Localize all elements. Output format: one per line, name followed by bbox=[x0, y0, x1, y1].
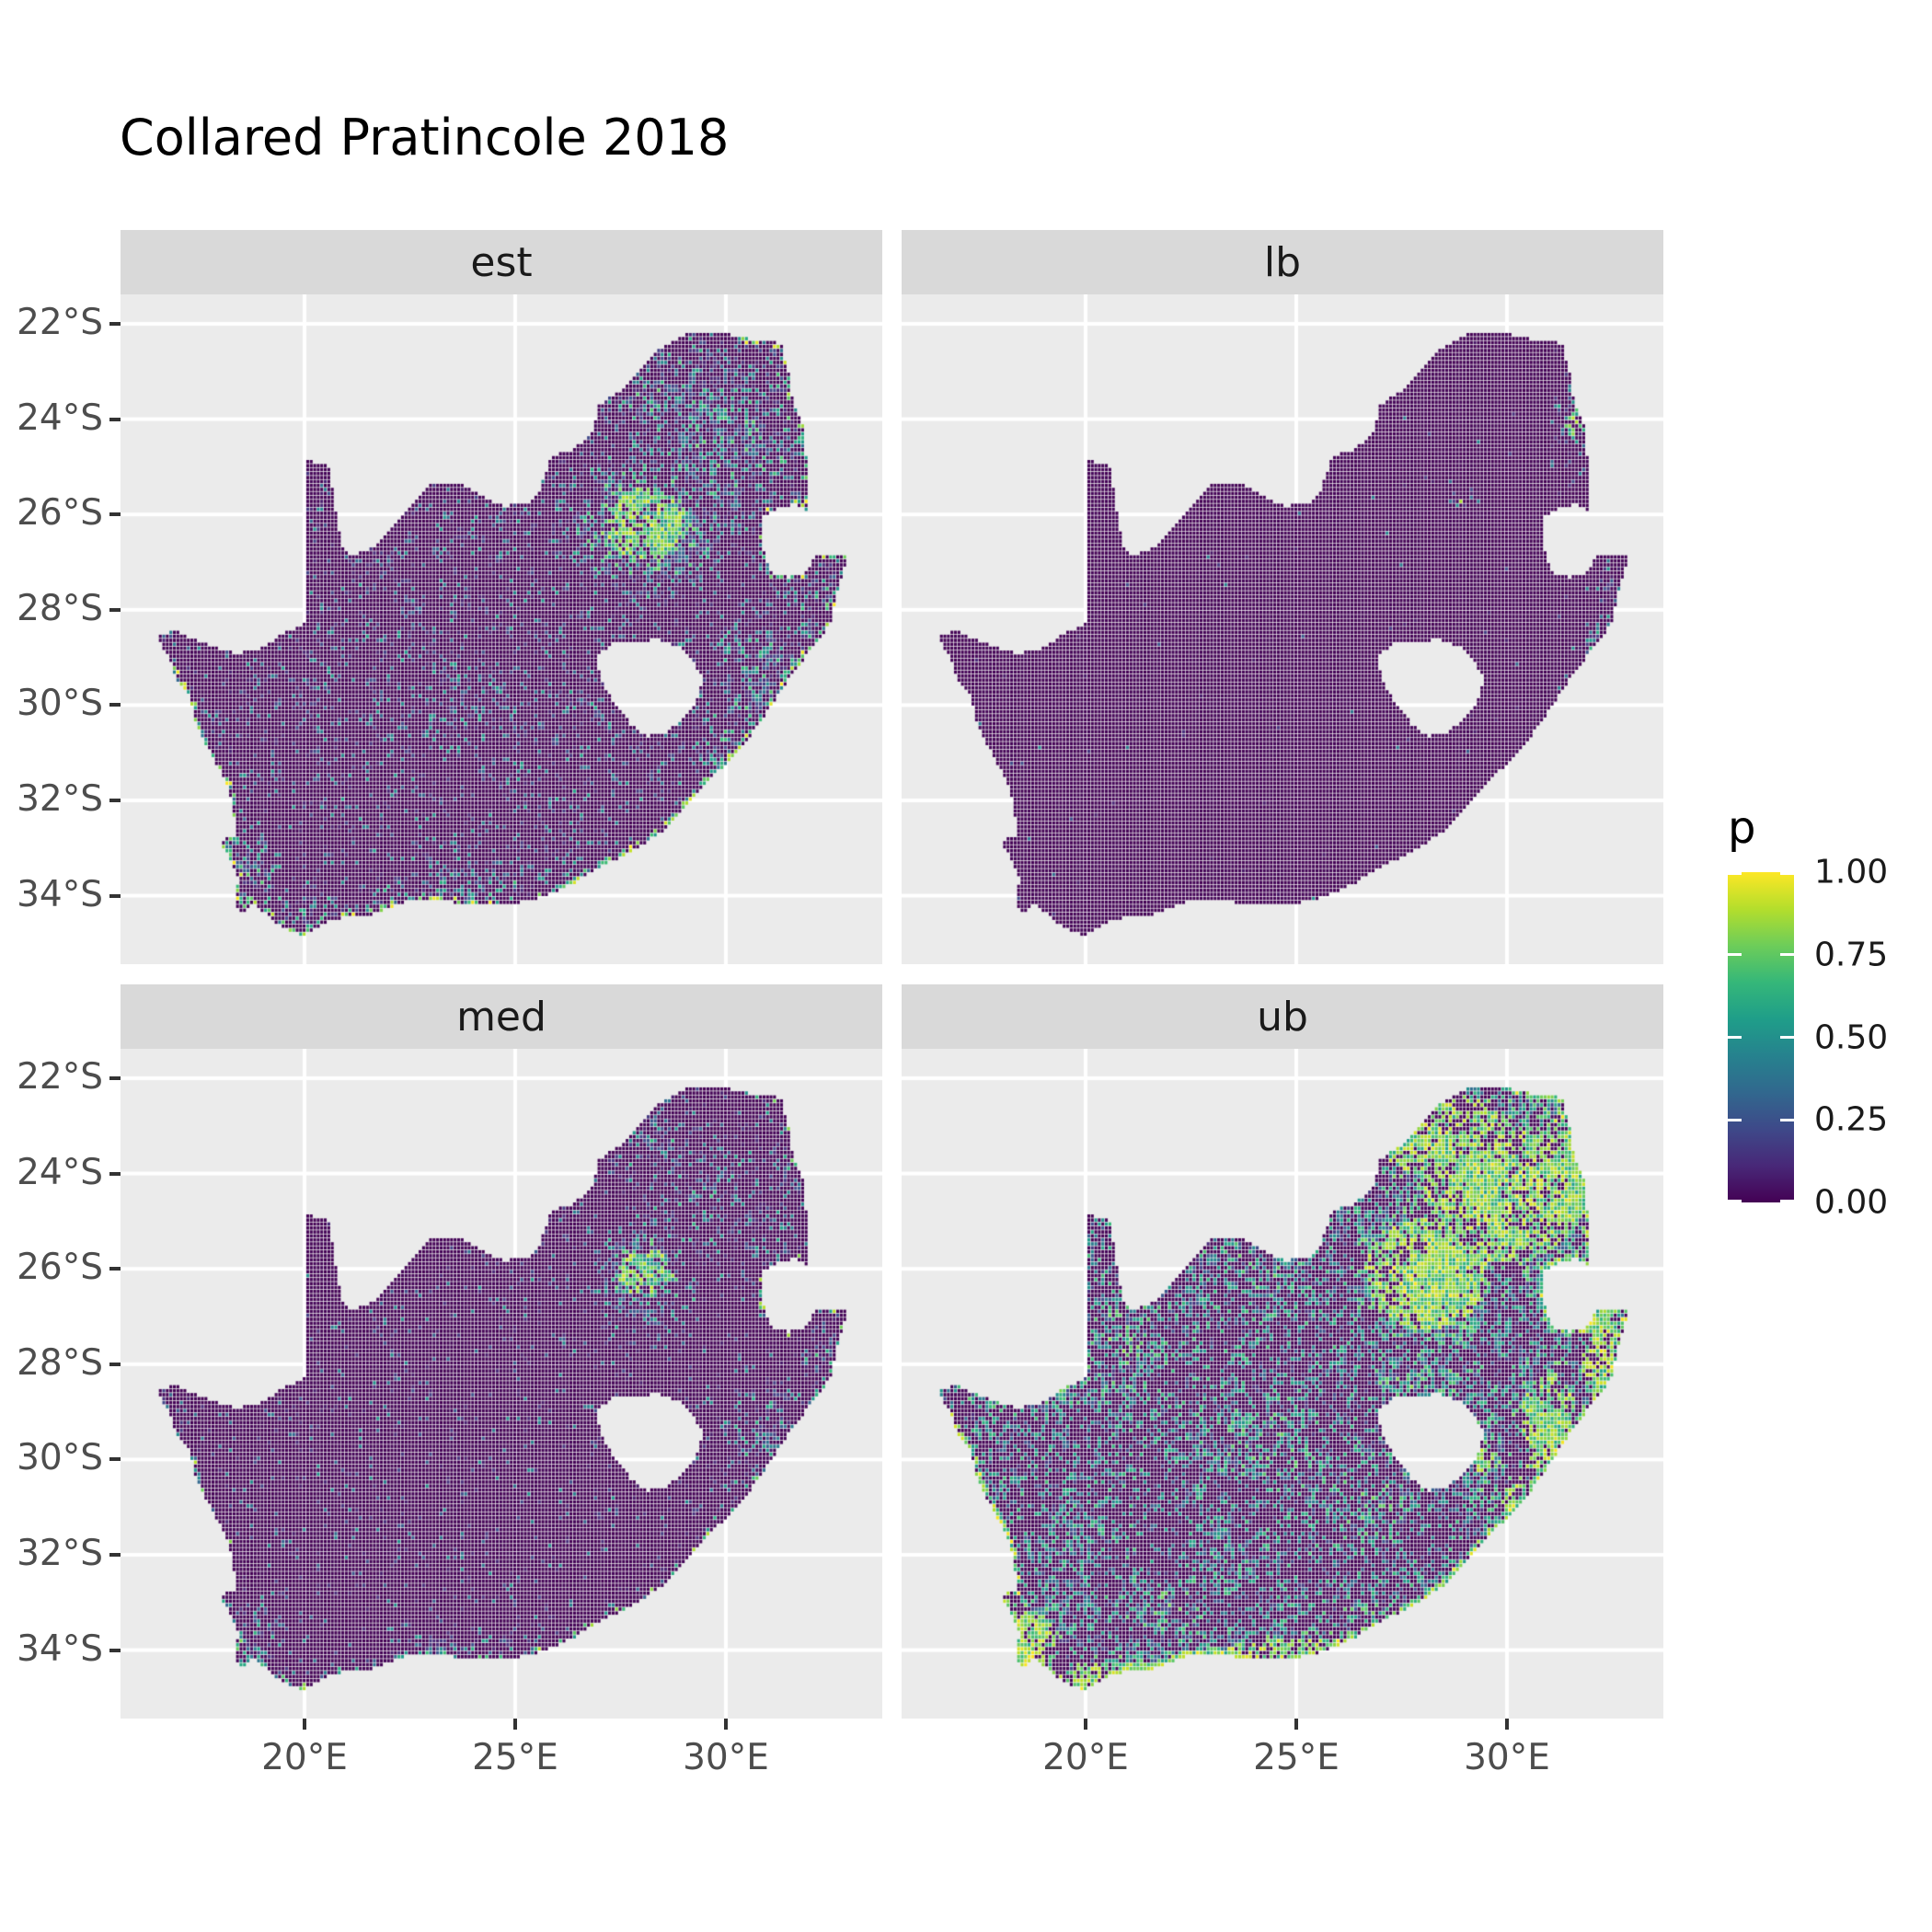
x-tick-mark bbox=[1505, 1719, 1509, 1730]
y-tick-label: 28°S bbox=[17, 1341, 103, 1384]
y-tick-mark bbox=[109, 1171, 121, 1176]
facet-strip-label: lb bbox=[1263, 238, 1302, 286]
y-tick-mark bbox=[109, 1076, 121, 1080]
y-tick-label: 30°S bbox=[17, 683, 103, 725]
facet-strip-ub: ub bbox=[902, 984, 1663, 1049]
facet-map-ub bbox=[902, 1049, 1663, 1719]
legend-tick-mark bbox=[1780, 872, 1794, 875]
x-tick-label: 30°E bbox=[1464, 1737, 1550, 1778]
facet-panel-med bbox=[121, 1049, 882, 1719]
y-tick-mark bbox=[109, 1553, 121, 1557]
legend-tick-mark bbox=[1728, 872, 1742, 875]
y-tick-mark bbox=[109, 893, 121, 898]
facet-panel-est bbox=[121, 294, 882, 964]
legend-tick-mark bbox=[1728, 1118, 1742, 1121]
facet-map-med bbox=[121, 1049, 882, 1719]
facet-panel-ub bbox=[902, 1049, 1663, 1719]
facet-strip-label: ub bbox=[1257, 993, 1308, 1041]
y-tick-label: 24°S bbox=[17, 1151, 103, 1193]
y-tick-label: 22°S bbox=[17, 302, 103, 343]
facet-map-est bbox=[121, 294, 882, 964]
legend-title: p bbox=[1728, 802, 1756, 854]
legend-tick-mark bbox=[1780, 1200, 1794, 1202]
legend-tick-mark bbox=[1728, 1200, 1742, 1202]
y-tick-mark bbox=[109, 512, 121, 517]
y-tick-label: 26°S bbox=[17, 492, 103, 535]
y-tick-mark bbox=[109, 799, 121, 802]
y-tick-label: 32°S bbox=[17, 778, 103, 820]
legend-tick-label: 0.50 bbox=[1814, 1018, 1889, 1056]
y-tick-mark bbox=[109, 417, 121, 421]
x-tick-label: 25°E bbox=[1253, 1737, 1340, 1778]
legend-tick-label: 1.00 bbox=[1814, 853, 1889, 891]
plot-title: Collared Pratincole 2018 bbox=[120, 109, 730, 167]
y-tick-mark bbox=[109, 1362, 121, 1366]
facet-strip-label: est bbox=[470, 238, 533, 286]
legend-tick-mark bbox=[1780, 1118, 1794, 1121]
facet-strip-est: est bbox=[121, 230, 882, 294]
y-tick-mark bbox=[109, 607, 121, 612]
legend-tick-label: 0.75 bbox=[1814, 936, 1889, 974]
y-tick-mark bbox=[109, 322, 121, 326]
legend-tick-label: 0.25 bbox=[1814, 1100, 1889, 1139]
legend-tick-mark bbox=[1728, 953, 1742, 957]
legend: p 1.00 0.75 0.50 0.25 0.00 bbox=[1728, 802, 1926, 1235]
x-tick-label: 25°E bbox=[472, 1737, 558, 1778]
legend-tick-mark bbox=[1728, 1036, 1742, 1039]
y-tick-label: 22°S bbox=[17, 1056, 103, 1098]
x-tick-mark bbox=[1084, 1719, 1087, 1730]
facet-strip-med: med bbox=[121, 984, 882, 1049]
y-tick-mark bbox=[109, 703, 121, 707]
x-tick-label: 20°E bbox=[261, 1737, 348, 1778]
y-tick-mark bbox=[109, 1457, 121, 1462]
legend-tick-mark bbox=[1780, 1036, 1794, 1039]
y-tick-label: 26°S bbox=[17, 1247, 103, 1289]
x-tick-mark bbox=[513, 1719, 517, 1730]
y-tick-mark bbox=[109, 1648, 121, 1652]
y-tick-mark bbox=[109, 1267, 121, 1271]
x-tick-mark bbox=[303, 1719, 306, 1730]
facet-panel-lb bbox=[902, 294, 1663, 964]
legend-tick-label: 0.00 bbox=[1814, 1183, 1889, 1222]
x-tick-label: 30°E bbox=[683, 1737, 769, 1778]
y-tick-label: 30°S bbox=[17, 1437, 103, 1479]
facet-strip-label: med bbox=[456, 993, 546, 1041]
y-tick-label: 34°S bbox=[17, 873, 103, 915]
facet-map-lb bbox=[902, 294, 1663, 964]
y-tick-label: 24°S bbox=[17, 397, 103, 439]
y-tick-label: 28°S bbox=[17, 587, 103, 629]
x-tick-label: 20°E bbox=[1042, 1737, 1129, 1778]
legend-tick-mark bbox=[1780, 953, 1794, 957]
y-tick-label: 32°S bbox=[17, 1533, 103, 1574]
facet-strip-lb: lb bbox=[902, 230, 1663, 294]
y-tick-label: 34°S bbox=[17, 1627, 103, 1670]
x-tick-mark bbox=[1294, 1719, 1298, 1730]
x-tick-mark bbox=[724, 1719, 728, 1730]
